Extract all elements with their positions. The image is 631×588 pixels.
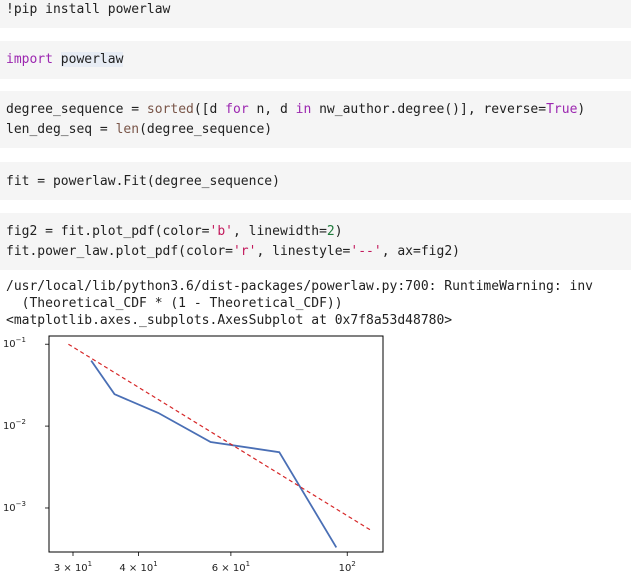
code-text: , linewidth=: [232, 224, 327, 239]
code-text: , ax=fig2): [381, 244, 460, 259]
y-tick-label: 10−3: [3, 500, 26, 514]
code-text: nw_author.degree()], reverse=: [311, 102, 547, 117]
x-tick-label: 4 × 101: [119, 560, 157, 574]
string-literal: 'b': [209, 224, 233, 239]
code-text: degree_sequence =: [6, 102, 147, 117]
output-warning-line: /usr/local/lib/python3.6/dist-packages/p…: [6, 279, 593, 294]
string-literal: '--': [350, 244, 382, 259]
keyword-true: True: [546, 102, 578, 117]
code-cell-plot[interactable]: fig2 = fit.plot_pdf(color='b', linewidth…: [0, 213, 631, 270]
code-text: ): [577, 102, 586, 117]
builtin-sorted: sorted: [146, 102, 194, 117]
x-tick-label: 102: [339, 560, 356, 574]
x-tick-label: 6 × 101: [212, 560, 250, 574]
code-text: fit = powerlaw.Fit(degree_sequence): [6, 174, 280, 189]
code-text: fit.power_law.plot_pdf(color=: [6, 244, 233, 259]
code-cell-fit[interactable]: fit = powerlaw.Fit(degree_sequence): [0, 162, 631, 200]
plot-frame: [48, 335, 384, 553]
code-text: (degree_sequence): [139, 122, 273, 137]
code-text: fig2 = fit.plot_pdf(color=: [6, 224, 210, 239]
output-cdf-line: (Theoretical_CDF * (1 - Theoretical_CDF)…: [6, 296, 343, 311]
output-repr-line: <matplotlib.axes._subplots.AxesSubplot a…: [6, 313, 453, 328]
code-cell-pip-install[interactable]: !pip install powerlaw: [0, 0, 631, 28]
code-text: !pip install powerlaw: [6, 2, 171, 17]
code-line: fit.power_law.plot_pdf(color='r', linest…: [6, 242, 631, 262]
code-text: ): [334, 224, 343, 239]
code-line: !pip install powerlaw: [6, 0, 631, 20]
plot-output: 3 × 101 4 × 101 6 × 101 102 10−1 10−2 10−3: [0, 330, 400, 584]
power-law-fit-line: [68, 343, 373, 532]
code-line: degree_sequence = sorted([d for n, d in …: [6, 100, 631, 120]
keyword-for: for: [225, 102, 249, 117]
empirical-pdf-line: [90, 360, 338, 548]
pdf-plot: 3 × 101 4 × 101 6 × 101 102 10−1 10−2 10−3: [3, 335, 384, 574]
keyword-import: import: [6, 52, 53, 67]
module-name: powerlaw: [60, 52, 124, 67]
number-literal: 2: [326, 224, 335, 239]
string-literal: 'r': [232, 244, 257, 259]
y-tick-label: 10−2: [3, 418, 26, 432]
keyword-in: in: [295, 102, 312, 117]
code-text: n, d: [248, 102, 296, 117]
code-text: , linestyle=: [256, 244, 351, 259]
code-line: fit = powerlaw.Fit(degree_sequence): [6, 172, 631, 192]
code-line: import powerlaw: [6, 50, 631, 70]
code-line: len_deg_seq = len(degree_sequence): [6, 120, 631, 140]
code-cell-import[interactable]: import powerlaw: [0, 41, 631, 79]
y-tick-label: 10−1: [3, 336, 26, 350]
code-text: ([d: [193, 102, 226, 117]
builtin-len: len: [115, 122, 140, 137]
code-line: fig2 = fit.plot_pdf(color='b', linewidth…: [6, 222, 631, 242]
code-text: len_deg_seq =: [6, 122, 116, 137]
x-tick-label: 3 × 101: [54, 560, 92, 574]
code-cell-degree-sequence[interactable]: degree_sequence = sorted([d for n, d in …: [0, 91, 631, 148]
